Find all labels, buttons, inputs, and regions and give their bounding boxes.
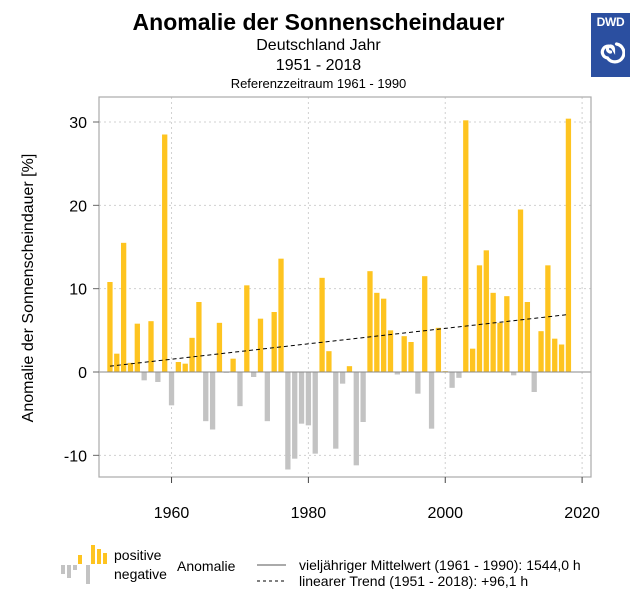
- bar-negative: [339, 372, 346, 384]
- bar-positive: [483, 250, 489, 372]
- bar-negative: [415, 372, 421, 394]
- bar-positive: [401, 336, 407, 372]
- y-tick-label: 10: [69, 282, 87, 299]
- bar-positive: [552, 338, 558, 372]
- bar-positive: [374, 292, 380, 372]
- bar-negative: [353, 372, 359, 466]
- bar-positive: [257, 318, 264, 372]
- bar-positive: [319, 277, 325, 372]
- bar-negative: [360, 372, 366, 422]
- bar-negative: [292, 372, 298, 459]
- bar-positive: [422, 276, 428, 372]
- x-tick-label: 1980: [291, 505, 327, 522]
- bar-positive: [565, 118, 572, 372]
- bar-positive: [435, 327, 442, 372]
- bar-negative: [264, 372, 270, 422]
- logo-text: DWD: [596, 15, 625, 29]
- bar-positive: [114, 353, 120, 372]
- bar-positive: [271, 312, 277, 372]
- legend-negative-label: negative: [114, 566, 167, 582]
- bar-positive: [463, 120, 469, 372]
- bar-negative: [285, 372, 291, 470]
- dwd-logo: DWD: [591, 13, 630, 77]
- bar-positive: [107, 282, 113, 372]
- bar-negative: [312, 372, 318, 454]
- bar-positive: [497, 322, 503, 372]
- x-tick-label: 1960: [154, 505, 190, 522]
- bar-negative: [428, 372, 435, 429]
- bar-negative: [298, 372, 305, 424]
- bar-negative: [305, 372, 312, 426]
- bar-negative: [333, 372, 339, 449]
- reference-lines: [99, 314, 591, 373]
- legend-positive-label: positive: [114, 547, 162, 563]
- bar-positive: [476, 265, 483, 372]
- bar-positive: [524, 302, 531, 372]
- bar-positive: [182, 363, 188, 372]
- bar-negative: [141, 372, 147, 381]
- bar-positive: [175, 362, 182, 372]
- bar-positive: [346, 366, 353, 372]
- bar-positive: [326, 351, 332, 372]
- chart-subtitle: Deutschland Jahr: [256, 37, 381, 54]
- bar-positive: [490, 292, 496, 372]
- x-tick-label: 2020: [564, 505, 600, 522]
- plot-frame: [98, 96, 592, 478]
- bar-negative: [511, 372, 517, 376]
- bar-positive: [216, 322, 223, 372]
- bar-positive: [162, 134, 168, 372]
- spiral-icon: [600, 42, 625, 64]
- bar-negative: [251, 372, 257, 377]
- bar-negative: [203, 372, 209, 422]
- bar-positive: [244, 285, 250, 372]
- bar-negative: [456, 372, 462, 378]
- y-tick-label: 20: [69, 198, 87, 215]
- bar-positive: [148, 321, 154, 372]
- bar-positive: [469, 348, 476, 372]
- bar-negative: [237, 372, 243, 407]
- legend-trend-label: linearer Trend (1951 - 2018): +96,1 h: [299, 573, 529, 589]
- bar-negative: [168, 372, 175, 406]
- bar-negative: [209, 372, 216, 430]
- bar-negative: [394, 372, 400, 375]
- bar-positive: [408, 342, 414, 372]
- y-axis-label: Anomalie der Sonnenscheindauer [%]: [20, 154, 37, 423]
- bar-positive: [230, 358, 236, 372]
- chart-title: Anomalie der Sonnenscheindauer: [132, 9, 505, 35]
- legend-anomaly-label: Anomalie: [177, 558, 236, 574]
- bar-positive: [538, 331, 544, 372]
- bar-positive: [196, 302, 202, 372]
- bar-positive: [278, 258, 284, 372]
- bars: [107, 118, 572, 470]
- y-tick-label: -10: [64, 448, 87, 465]
- y-tick-label: 0: [78, 365, 87, 382]
- bar-positive: [387, 330, 394, 372]
- x-tick-label: 2000: [427, 505, 463, 522]
- bar-negative: [531, 372, 537, 392]
- bar-positive: [367, 271, 373, 372]
- grid: [99, 97, 591, 477]
- bar-positive: [189, 337, 195, 372]
- bar-positive: [517, 209, 524, 372]
- bar-negative: [155, 372, 161, 382]
- bar-negative: [449, 372, 455, 388]
- axes: -10 0 10 20 30 1960 1980 2000 2020: [64, 96, 600, 522]
- bar-positive: [504, 296, 510, 372]
- bar-positive: [127, 362, 134, 372]
- bar-positive: [558, 344, 565, 372]
- y-tick-label: 30: [69, 115, 87, 132]
- chart-period: 1951 - 2018: [275, 57, 362, 74]
- legend-mean-label: vieljähriger Mittelwert (1961 - 1990): 1…: [299, 557, 581, 573]
- bar-positive: [134, 323, 140, 372]
- reference-period: Referenzzeitraum 1961 - 1990: [230, 76, 407, 91]
- bar-positive: [545, 265, 551, 372]
- bar-positive: [120, 242, 127, 372]
